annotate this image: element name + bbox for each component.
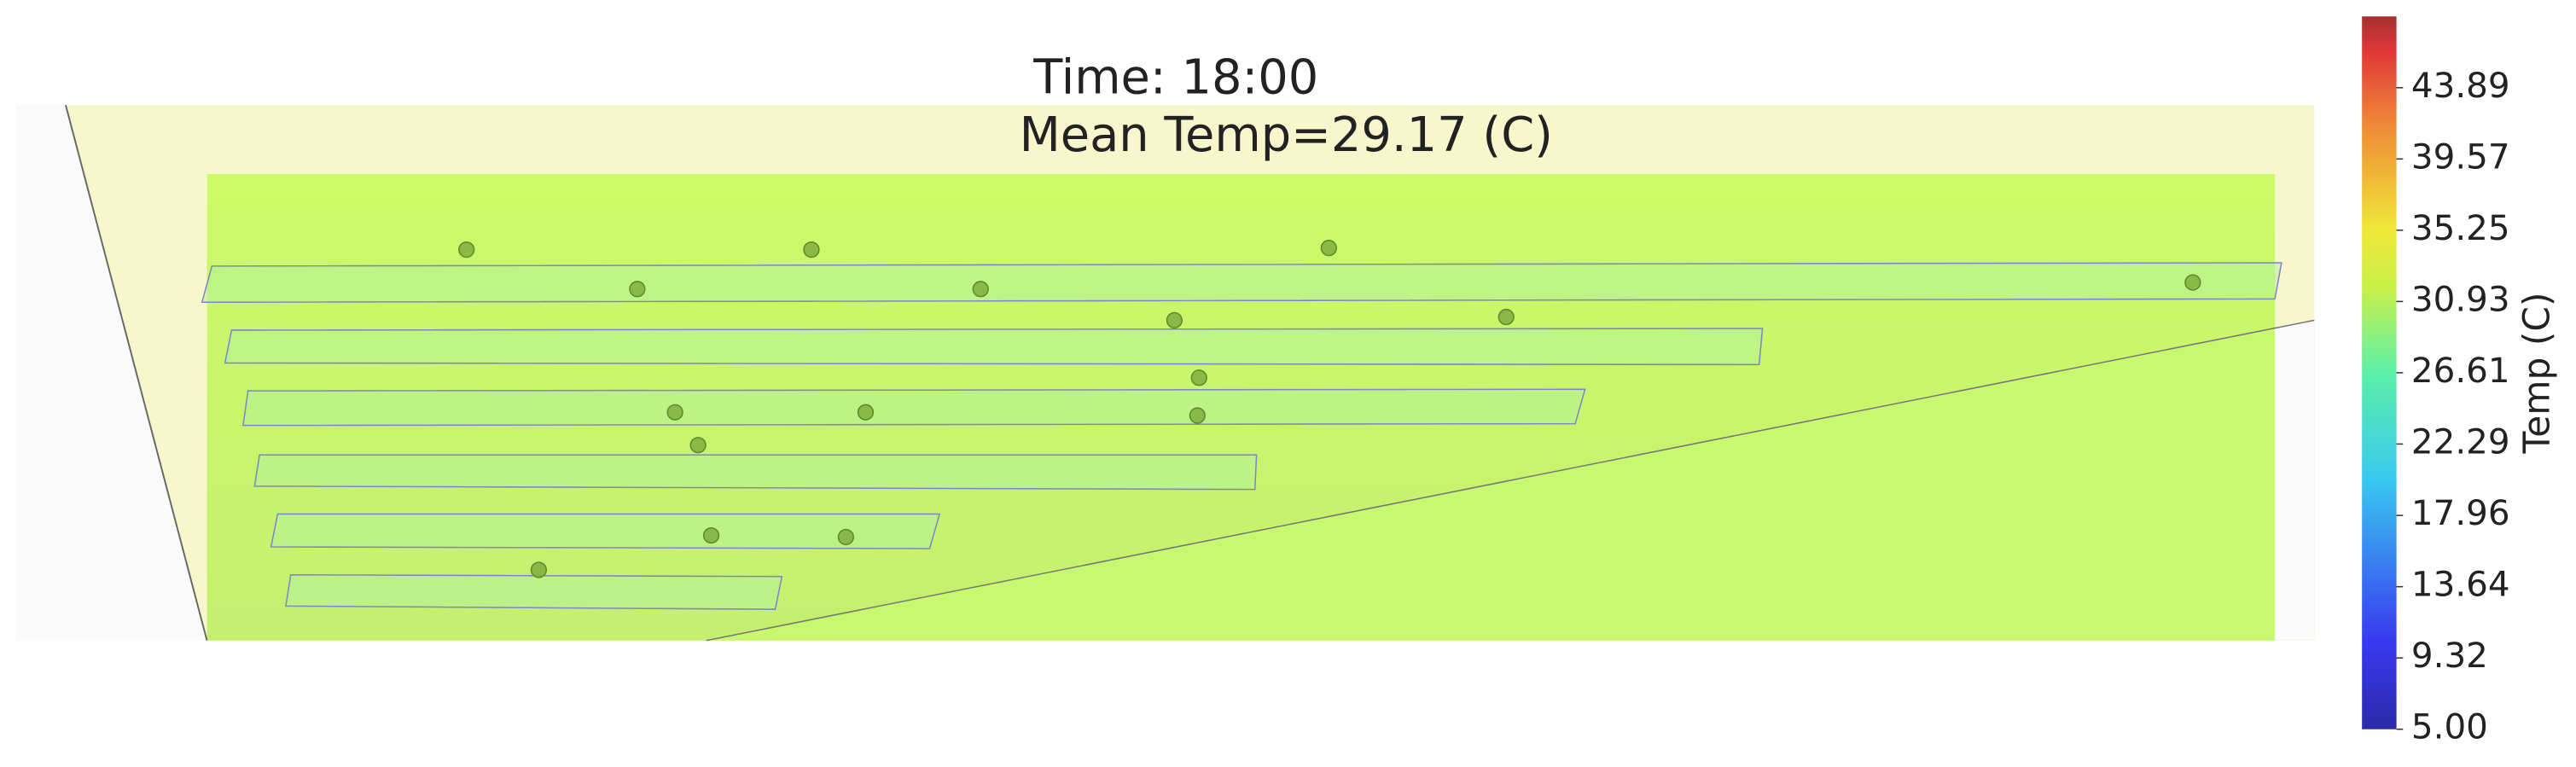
strip [242, 388, 1586, 427]
colorbar-tick-label: 43.89 [2411, 65, 2510, 106]
strip [201, 262, 2282, 303]
sensor [837, 528, 855, 546]
colorbar-label: Temp (C) [2516, 293, 2558, 455]
sensor [666, 404, 683, 421]
sensor [972, 281, 989, 298]
colorbar-tick-label: 17.96 [2411, 492, 2510, 533]
colorbar-tick-label: 39.57 [2411, 136, 2510, 177]
colorbar-tick-label: 22.29 [2411, 421, 2510, 462]
colorbar-tick-label: 9.32 [2411, 635, 2488, 676]
sensor [530, 561, 548, 578]
sensor [689, 437, 707, 454]
wall-left [16, 105, 207, 641]
edge-right [2275, 320, 2315, 641]
colorbar-tick-label: 5.00 [2411, 706, 2488, 747]
colorbar-tick-label: 26.61 [2411, 350, 2510, 391]
strip [224, 328, 1764, 366]
sensor [857, 404, 875, 421]
sensor [702, 526, 720, 544]
strip [285, 573, 783, 610]
chart-title: Time: 18:00 [1032, 49, 1318, 105]
edge-line [65, 104, 208, 642]
sensors [458, 240, 2201, 578]
sensor [458, 241, 475, 259]
sensor [629, 281, 646, 298]
colorbar [2362, 16, 2397, 729]
edge-line [706, 319, 2315, 642]
sensor [1189, 407, 1206, 424]
sensor [1166, 311, 1183, 329]
colorbar-tick-label: 35.25 [2411, 207, 2510, 248]
strip [270, 513, 941, 549]
chart-subtitle: Mean Temp=29.17 (C) [1020, 107, 1553, 163]
sensor [1320, 240, 1337, 257]
strip [253, 454, 1258, 491]
sensor [1497, 308, 1515, 326]
colorbar-tick-label: 13.64 [2411, 564, 2510, 605]
sensor [2184, 274, 2201, 291]
sensor [1190, 369, 1207, 386]
colorbar-tick-label: 30.93 [2411, 278, 2510, 319]
sensor [803, 241, 820, 259]
